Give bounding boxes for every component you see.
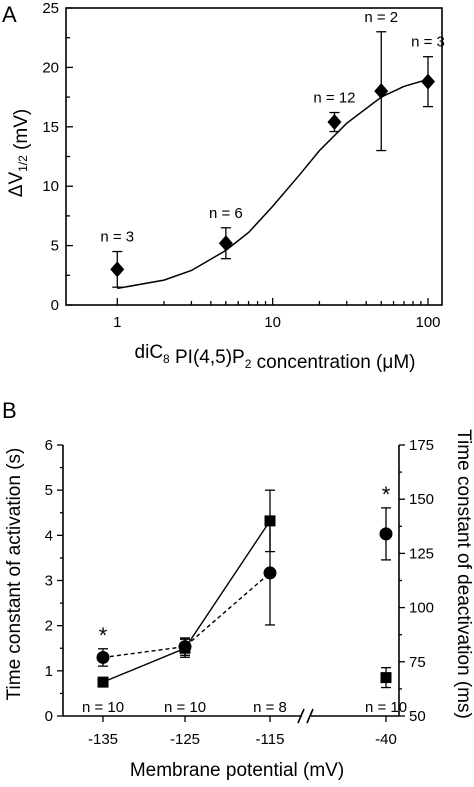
panel-a-y-axis-label: ΔV1/2 (mV) (6, 109, 32, 198)
panel-b-right-y-tick-label: 75 (409, 654, 426, 671)
panel-a-data-point (374, 83, 389, 100)
panel-a-y-tick-label: 20 (42, 59, 59, 76)
panel-a-x-tick-label: 1 (113, 314, 121, 331)
panel-b-activation-point (380, 672, 392, 684)
panel-b-deactivation-point (263, 566, 277, 580)
panel-a-x-tick-label: 100 (416, 314, 441, 331)
panel-b-letter: B (2, 398, 17, 423)
panel-b-deactivation-point (379, 527, 393, 541)
panel-b-significance-asterisk: * (382, 482, 391, 507)
panel-a-y-tick-label: 25 (42, 0, 59, 17)
panel-a-x-axis-label: diC8 PI(4,5)P2 concentration (μM) (135, 342, 416, 373)
panel-b-right-y-tick-label: 100 (409, 600, 434, 617)
panel-b-left-y-tick-label: 6 (45, 437, 53, 454)
panel-b-left-y-axis-label: Time constant of activation (s) (4, 448, 25, 701)
panel-b-x-axis-label: Membrane potential (mV) (130, 760, 344, 781)
panel-b-activation-point (97, 676, 109, 688)
panel-b-axis-break-mark (297, 708, 305, 724)
panel-a-chart: 0 5 10 15 20 25 1 10 100 n = 3 n = 6 n = 12 n = 2 n =… (42, 0, 445, 331)
panel-b-left-y-tick-label: 0 (45, 708, 53, 725)
panel-b-x-tick-label: -135 (88, 731, 118, 748)
panel-a-n-label: n = 2 (364, 9, 398, 26)
panel-b-left-y-tick-label: 5 (45, 482, 53, 499)
panel-a-x-tick-label: 10 (264, 314, 281, 331)
panel-a-fit-curve (117, 78, 429, 290)
panel-b-n-label: n = 10 (82, 699, 124, 716)
panel-b-n-label: n = 10 (365, 699, 407, 716)
panel-a-data-point (327, 114, 342, 131)
panel-b-deactivation-line (102, 572, 271, 659)
panel-b-significance-asterisk: * (99, 623, 108, 648)
panel-a-plot-frame (65, 7, 443, 306)
panel-b-left-y-tick-label: 1 (45, 663, 53, 680)
panel-a-n-label: n = 3 (100, 229, 134, 246)
panel-a-data-point (218, 235, 233, 252)
panel-a-y-tick-label: 5 (51, 238, 59, 255)
panel-a-n-label: n = 6 (209, 205, 243, 222)
panel-b-left-y-tick-label: 3 (45, 573, 53, 590)
panel-a-n-label: n = 3 (411, 34, 445, 51)
panel-b-x-tick-label: -115 (256, 731, 285, 748)
panel-b-right-y-tick-label: 150 (409, 491, 434, 508)
panel-a-y-tick-label: 10 (42, 178, 59, 195)
panel-b-deactivation-point (96, 650, 110, 664)
panel-b-x-tick-label: -125 (170, 731, 200, 748)
panel-a-n-label: n = 12 (313, 90, 355, 107)
panel-b-n-label: n = 8 (253, 699, 287, 716)
panel-a-data-point (421, 73, 436, 90)
panel-b-left-y-tick-label: 2 (45, 618, 53, 635)
panel-a-letter: A (2, 2, 17, 27)
panel-b-right-y-tick-label: 50 (409, 708, 426, 725)
panel-b-chart: 0 1 2 3 4 5 6 50 75 100 125 150 175 -135 n = 10 -125 n =… (45, 437, 434, 748)
panel-b-right-y-tick-label: 125 (409, 545, 434, 562)
panel-b-right-y-tick-label: 175 (409, 437, 434, 454)
panel-a-data-point (110, 261, 125, 278)
panel-b-left-y-tick-label: 4 (45, 527, 53, 544)
panel-b-right-y-axis-label: Time constant of deactivation (ms) (453, 429, 474, 719)
panel-a-y-tick-label: 0 (51, 297, 59, 314)
panel-b-deactivation-point (178, 640, 192, 654)
panel-b-axis-break-mark (306, 708, 314, 724)
panel-b-x-tick-label: -40 (375, 731, 397, 748)
panel-b-n-label: n = 10 (164, 699, 206, 716)
panel-a-y-tick-label: 15 (42, 119, 59, 136)
